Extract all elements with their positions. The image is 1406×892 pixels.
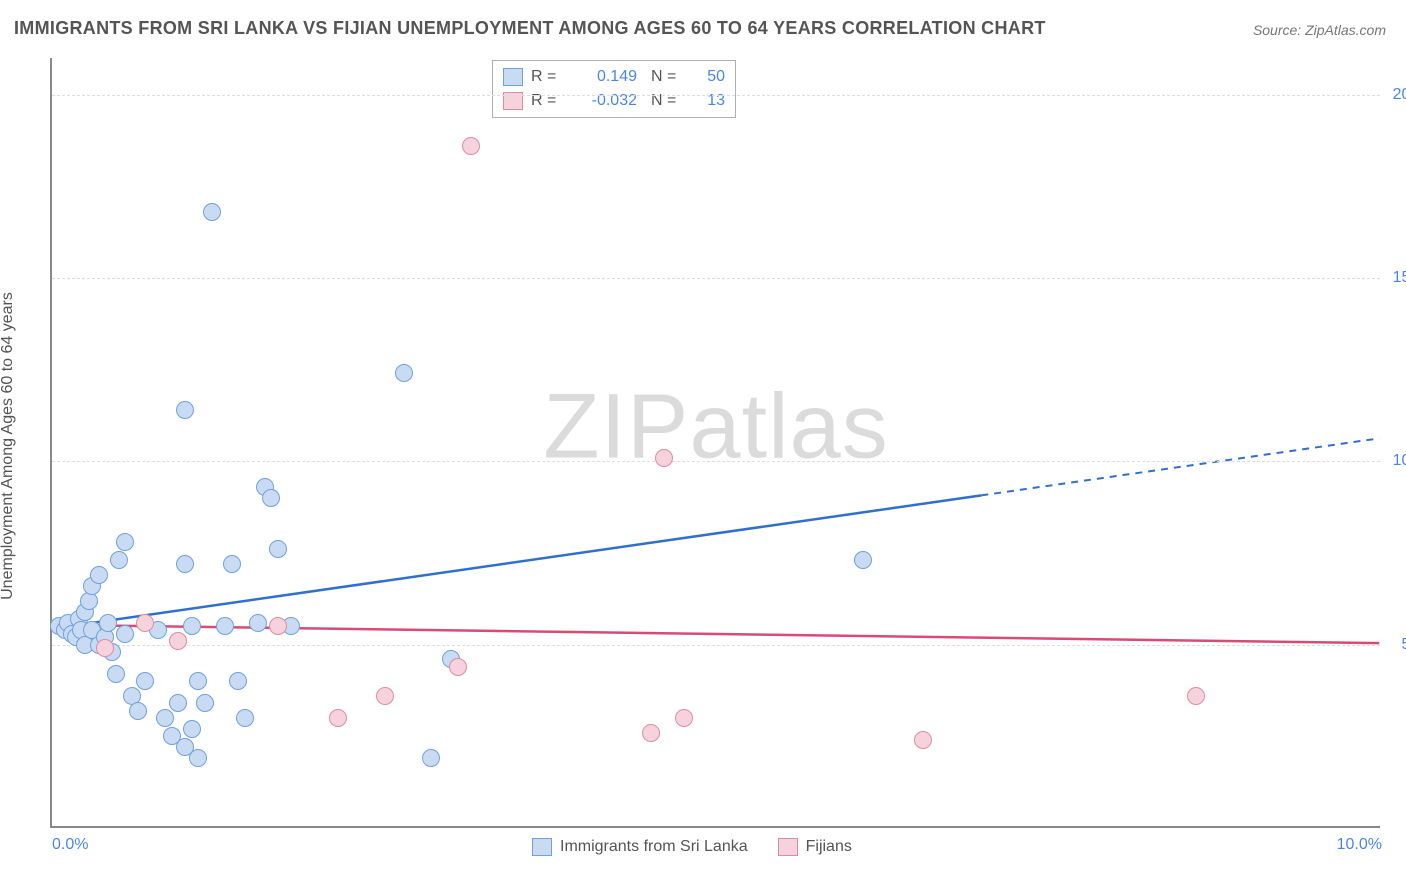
- legend-swatch: [503, 68, 523, 86]
- scatter-point: [395, 364, 413, 382]
- plot-area: ZIPatlas R = 0.149 N = 50 R = -0.032 N =…: [50, 58, 1380, 828]
- legend-item: Fijians: [778, 838, 852, 856]
- scatter-point: [90, 566, 108, 584]
- scatter-point: [329, 709, 347, 727]
- scatter-point: [462, 137, 480, 155]
- scatter-point: [116, 625, 134, 643]
- scatter-point: [129, 702, 147, 720]
- scatter-point: [854, 551, 872, 569]
- scatter-point: [269, 540, 287, 558]
- watermark: ZIPatlas: [543, 374, 888, 479]
- scatter-point: [249, 614, 267, 632]
- scatter-point: [136, 614, 154, 632]
- ytick-label: 20.0%: [1393, 86, 1406, 104]
- legend-r-value: 0.149: [573, 65, 637, 89]
- scatter-point: [183, 720, 201, 738]
- scatter-point: [914, 731, 932, 749]
- scatter-point: [107, 665, 125, 683]
- scatter-point: [376, 687, 394, 705]
- scatter-point: [136, 672, 154, 690]
- gridline: [52, 278, 1380, 279]
- legend-label: Fijians: [806, 838, 852, 856]
- scatter-point: [269, 617, 287, 635]
- legend-label: Immigrants from Sri Lanka: [560, 838, 748, 856]
- scatter-point: [236, 709, 254, 727]
- trend-line-extrapolated: [981, 438, 1379, 495]
- gridline: [52, 645, 1380, 646]
- legend-n-label: N =: [651, 89, 683, 113]
- scatter-point: [96, 639, 114, 657]
- xtick-label: 0.0%: [52, 836, 88, 854]
- legend-item: Immigrants from Sri Lanka: [532, 838, 748, 856]
- scatter-point: [189, 672, 207, 690]
- y-axis-label: Unemployment Among Ages 60 to 64 years: [0, 292, 17, 600]
- ytick-label: 5.0%: [1402, 636, 1406, 654]
- gridline: [52, 461, 1380, 462]
- legend-bottom: Immigrants from Sri Lanka Fijians: [532, 838, 852, 856]
- scatter-point: [169, 632, 187, 650]
- legend-r-label: R =: [531, 89, 565, 113]
- scatter-point: [642, 724, 660, 742]
- scatter-point: [156, 709, 174, 727]
- scatter-point: [1187, 687, 1205, 705]
- source-attribution: Source: ZipAtlas.com: [1253, 22, 1386, 38]
- legend-swatch: [532, 838, 552, 856]
- legend-r-value: -0.032: [573, 89, 637, 113]
- scatter-point: [449, 658, 467, 676]
- scatter-point: [176, 555, 194, 573]
- scatter-point: [189, 749, 207, 767]
- legend-r-label: R =: [531, 65, 565, 89]
- scatter-point: [216, 617, 234, 635]
- scatter-point: [183, 617, 201, 635]
- scatter-point: [196, 694, 214, 712]
- legend-swatch: [778, 838, 798, 856]
- ytick-label: 15.0%: [1393, 269, 1406, 287]
- legend-stats-row: R = -0.032 N = 13: [503, 89, 725, 113]
- xtick-label: 10.0%: [1337, 836, 1382, 854]
- legend-stats-row: R = 0.149 N = 50: [503, 65, 725, 89]
- scatter-point: [203, 203, 221, 221]
- scatter-point: [169, 694, 187, 712]
- legend-n-value: 50: [691, 65, 725, 89]
- scatter-point: [422, 749, 440, 767]
- chart-title: IMMIGRANTS FROM SRI LANKA VS FIJIAN UNEM…: [14, 18, 1046, 39]
- scatter-point: [176, 401, 194, 419]
- scatter-point: [110, 551, 128, 569]
- ytick-label: 10.0%: [1393, 452, 1406, 470]
- legend-stats: R = 0.149 N = 50 R = -0.032 N = 13: [492, 60, 736, 118]
- scatter-point: [655, 449, 673, 467]
- scatter-point: [99, 614, 117, 632]
- legend-n-label: N =: [651, 65, 683, 89]
- gridline: [52, 95, 1380, 96]
- scatter-point: [223, 555, 241, 573]
- scatter-point: [229, 672, 247, 690]
- legend-n-value: 13: [691, 89, 725, 113]
- scatter-point: [116, 533, 134, 551]
- scatter-point: [262, 489, 280, 507]
- scatter-point: [675, 709, 693, 727]
